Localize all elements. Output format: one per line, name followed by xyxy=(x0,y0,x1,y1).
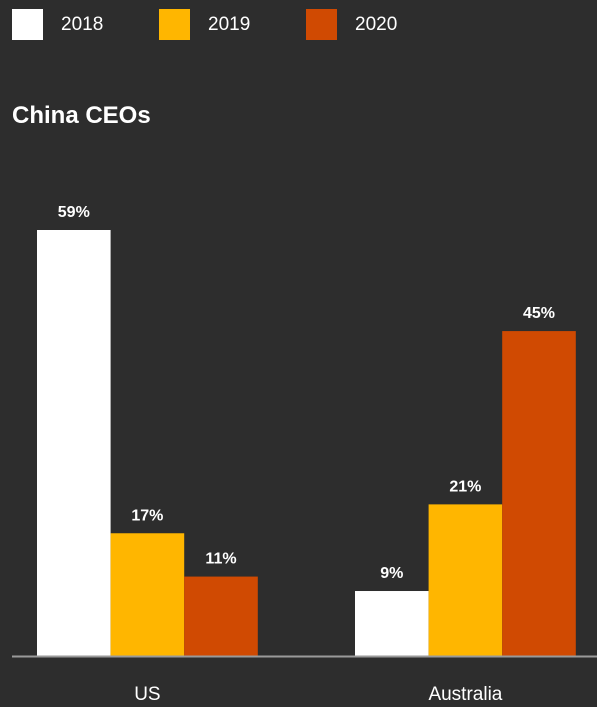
value-label-australia-2020: 45% xyxy=(523,305,555,322)
bar-australia-2020 xyxy=(502,331,576,656)
bar-us-2018 xyxy=(37,230,111,656)
category-label-australia: Australia xyxy=(428,684,502,705)
chart-title: China CEOs xyxy=(12,102,151,129)
bar-australia-2019 xyxy=(428,504,503,656)
legend-label-2018: 2018 xyxy=(61,14,104,35)
value-label-us-2019: 17% xyxy=(131,507,163,524)
value-label-us-2020: 11% xyxy=(205,551,236,568)
value-label-australia-2019: 21% xyxy=(449,478,481,495)
legend-swatch-2018 xyxy=(12,9,43,40)
value-label-australia-2018: 9% xyxy=(380,565,403,582)
bar-us-2019 xyxy=(110,533,185,656)
legend-swatch-2019 xyxy=(159,9,190,40)
legend-swatch-2020 xyxy=(306,9,337,40)
bar-us-2020 xyxy=(184,576,258,656)
bar-australia-2018 xyxy=(355,591,429,656)
category-label-us: US xyxy=(134,684,160,705)
legend-label-2020: 2020 xyxy=(355,14,398,35)
value-label-us-2018: 59% xyxy=(58,204,90,221)
legend-label-2019: 2019 xyxy=(208,14,251,35)
